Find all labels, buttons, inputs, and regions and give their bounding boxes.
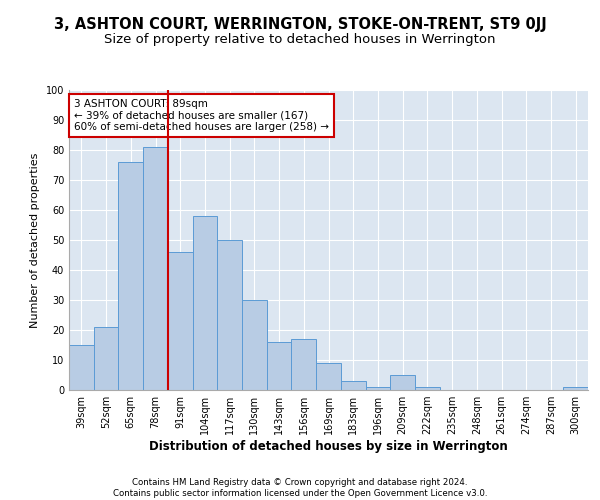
Bar [242, 300, 267, 390]
Bar [292, 339, 316, 390]
Bar [390, 375, 415, 390]
Text: 3 ASHTON COURT: 89sqm
← 39% of detached houses are smaller (167)
60% of semi-det: 3 ASHTON COURT: 89sqm ← 39% of detached … [74, 99, 329, 132]
Bar [118, 162, 143, 390]
Text: Contains HM Land Registry data © Crown copyright and database right 2024.
Contai: Contains HM Land Registry data © Crown c… [113, 478, 487, 498]
Bar [563, 387, 588, 390]
Y-axis label: Number of detached properties: Number of detached properties [30, 152, 40, 328]
Bar [341, 381, 365, 390]
Bar [316, 363, 341, 390]
Text: 3, ASHTON COURT, WERRINGTON, STOKE-ON-TRENT, ST9 0JJ: 3, ASHTON COURT, WERRINGTON, STOKE-ON-TR… [53, 18, 547, 32]
Bar [193, 216, 217, 390]
Bar [143, 147, 168, 390]
Bar [267, 342, 292, 390]
Bar [365, 387, 390, 390]
Bar [69, 345, 94, 390]
X-axis label: Distribution of detached houses by size in Werrington: Distribution of detached houses by size … [149, 440, 508, 453]
Bar [217, 240, 242, 390]
Bar [94, 327, 118, 390]
Bar [415, 387, 440, 390]
Bar [168, 252, 193, 390]
Text: Size of property relative to detached houses in Werrington: Size of property relative to detached ho… [104, 32, 496, 46]
